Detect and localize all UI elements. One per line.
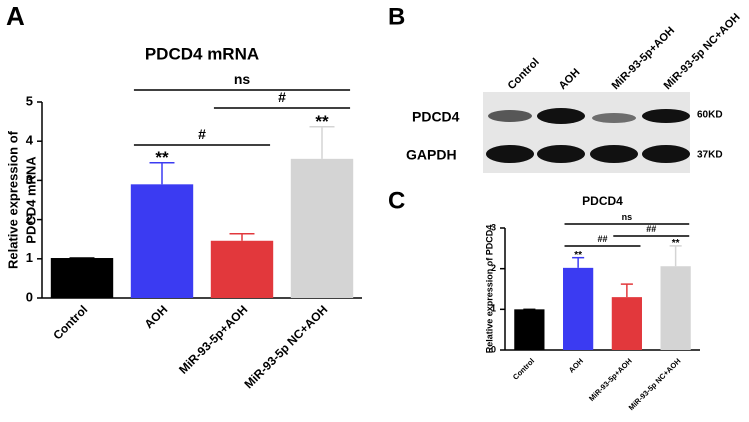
y-tick-label: 2: [491, 263, 496, 273]
y-tick-label: 3: [26, 172, 33, 187]
y-tick-label: 0: [26, 289, 33, 304]
x-tick-label: Control: [50, 302, 90, 342]
bracket-label: #: [198, 126, 206, 142]
y-axis-label: PDCD4 mRNA: [23, 156, 38, 244]
band: [486, 145, 534, 163]
band: [537, 108, 585, 124]
bar: [611, 297, 642, 350]
bar: [290, 158, 354, 298]
significance: **: [315, 112, 329, 131]
significance: **: [155, 148, 169, 167]
panel-label: C: [388, 187, 405, 214]
x-tick-label: AOH: [567, 356, 585, 374]
chart-title: PDCD4 mRNA: [145, 44, 259, 63]
bar: [514, 309, 545, 350]
bar: [210, 240, 274, 298]
blot-row-label: GAPDH: [406, 147, 457, 163]
blot-size-label: 60KD: [697, 110, 723, 121]
bar: [563, 267, 594, 350]
bar: [660, 266, 691, 350]
blot: [483, 92, 690, 173]
bracket-label: ns: [234, 71, 251, 87]
band: [642, 109, 690, 123]
chart-title: PDCD4: [582, 194, 623, 208]
bracket-label: ns: [622, 212, 633, 222]
x-tick-label: Control: [511, 356, 536, 381]
y-tick-label: 1: [26, 250, 33, 265]
significance: **: [672, 238, 680, 249]
panel-label: A: [6, 1, 25, 31]
x-tick-label: MiR-93-5p NC+AOH: [627, 356, 683, 412]
x-tick-label: MiR-93-5p+AOH: [176, 302, 250, 376]
band: [537, 145, 585, 163]
bracket-label: ##: [597, 234, 607, 244]
lane-label: MiR-93-5p NC+AOH: [662, 11, 743, 92]
x-tick-label: MiR-93-5p+AOH: [587, 356, 634, 403]
band: [590, 145, 638, 163]
blot-row-label: PDCD4: [412, 109, 460, 125]
band: [642, 145, 690, 163]
y-tick-label: 0: [491, 344, 496, 354]
y-tick-label: 5: [26, 93, 33, 108]
x-tick-label: MiR-93-5p NC+AOH: [241, 302, 330, 391]
band: [592, 113, 636, 123]
y-tick-label: 1: [491, 304, 496, 314]
blot-size-label: 37KD: [697, 150, 723, 161]
y-axis-label: Relative expression of: [5, 130, 20, 269]
y-axis-label: Relative expression of PDCD4: [484, 225, 494, 354]
panel-label: B: [388, 3, 405, 30]
lane-label: AOH: [557, 66, 583, 92]
band: [488, 110, 532, 122]
y-tick-label: 2: [26, 211, 33, 226]
bracket-label: #: [278, 89, 286, 105]
x-tick-label: AOH: [142, 302, 171, 331]
bar: [130, 184, 194, 298]
y-tick-label: 4: [26, 133, 34, 148]
lane-label: Control: [506, 56, 542, 92]
y-tick-label: 3: [491, 222, 496, 232]
bracket-label: ##: [646, 224, 656, 234]
bar: [50, 258, 114, 298]
significance: **: [574, 250, 582, 261]
